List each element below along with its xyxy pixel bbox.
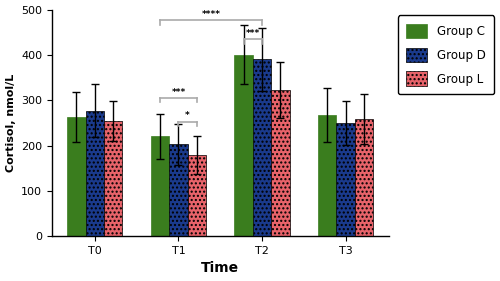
Legend: Group C, Group D, Group L: Group C, Group D, Group L: [398, 15, 494, 94]
Bar: [170, 144, 188, 236]
X-axis label: Time: Time: [201, 261, 239, 275]
Text: *: *: [186, 111, 190, 120]
Bar: [355, 119, 374, 236]
Bar: [272, 90, 289, 236]
Bar: [68, 117, 86, 236]
Text: ****: ****: [202, 10, 220, 19]
Bar: [151, 137, 170, 236]
Bar: [336, 123, 355, 236]
Bar: [253, 59, 272, 236]
Y-axis label: Cortisol, nmol/L: Cortisol, nmol/L: [6, 74, 16, 172]
Bar: [234, 55, 253, 236]
Bar: [104, 121, 122, 236]
Text: ***: ***: [172, 88, 185, 97]
Bar: [86, 111, 104, 236]
Bar: [188, 155, 206, 236]
Bar: [318, 115, 336, 236]
Text: ***: ***: [246, 29, 260, 38]
